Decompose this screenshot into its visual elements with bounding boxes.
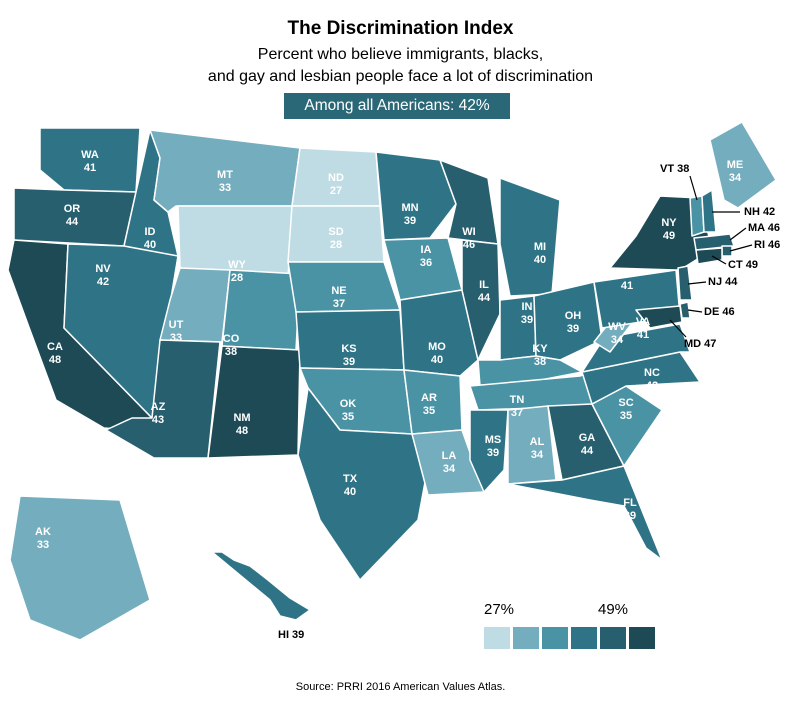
state-mo — [399, 289, 479, 377]
state-oh — [533, 281, 603, 361]
state-label-mt: MT 33 — [217, 169, 233, 194]
callout-label-ma: MA 46 — [748, 222, 780, 234]
state-label-sc: SC 35 — [618, 397, 633, 422]
state-label-nv: NV 42 — [95, 263, 111, 288]
state-mn — [375, 151, 457, 241]
state-label-ga: GA 44 — [579, 432, 596, 457]
state-az — [105, 339, 221, 459]
state-label-ms: MS 39 — [485, 434, 502, 459]
state-label-in: IN 39 — [521, 301, 533, 326]
state-label-id: ID 40 — [144, 226, 156, 251]
state-label-al: AL 34 — [530, 436, 545, 461]
overall-badge: Among all Americans: 42% — [284, 93, 510, 119]
callout-line-ri — [729, 244, 753, 252]
subtitle-line-2: and gay and lesbian people face a lot of… — [207, 68, 594, 85]
state-labels: WA 41 OR 44 CA 48 ID 40 NV 42 MT 33 WY 28 UT 33 AZ 43 CO 38… — [35, 149, 780, 641]
state-label-ok: OK 35 — [340, 398, 357, 423]
callout-line-ct — [711, 255, 727, 265]
state-nh — [701, 189, 717, 233]
state-hi — [211, 551, 311, 621]
state-label-oh: OH 39 — [565, 310, 582, 335]
state-label-nd: ND 27 — [328, 172, 344, 197]
state-label-tx: TX 40 — [343, 473, 358, 498]
state-il — [461, 239, 501, 361]
map-subtitle: Percent who believe immigrants, blacks, … — [0, 44, 801, 88]
state-ak — [9, 495, 151, 641]
state-label-mn: MN 39 — [401, 202, 418, 227]
callout-lines — [669, 175, 753, 338]
callout-line-de — [687, 309, 703, 313]
state-mi — [499, 177, 561, 297]
state-label-co: CO 38 — [223, 333, 240, 358]
legend-swatch-3 — [542, 627, 568, 649]
state-fl — [507, 465, 663, 561]
state-label-nm: NM 48 — [233, 412, 250, 437]
state-label-ak: AK 33 — [35, 526, 51, 551]
callout-label-md: MD 47 — [684, 338, 716, 350]
state-nm — [207, 345, 301, 459]
subtitle-line-1: Percent who believe immigrants, blacks, — [257, 46, 544, 63]
state-md — [635, 305, 683, 329]
state-label-fl: FL 39 — [623, 497, 637, 522]
state-label-ny: NY 49 — [661, 217, 677, 242]
state-label-mi: MI 40 — [534, 241, 546, 266]
callout-line-md — [669, 319, 687, 338]
state-label-nc: NC 42 — [644, 367, 660, 392]
state-label-ar: AR 35 — [421, 392, 437, 417]
state-me — [709, 121, 777, 209]
state-ct — [695, 247, 723, 265]
state-nj — [677, 265, 693, 301]
state-label-wv: WV 34 — [608, 321, 626, 346]
legend-swatch-5 — [600, 627, 626, 649]
state-label-wa: WA 41 — [81, 149, 99, 174]
callout-label-ct: CT 49 — [728, 259, 758, 271]
state-label-ky: KY 38 — [532, 343, 548, 368]
map-title: The Discrimination Index — [287, 18, 514, 39]
state-label-az: AZ 43 — [151, 401, 166, 426]
legend-swatches — [484, 627, 655, 649]
callout-label-de: DE 46 — [704, 306, 735, 318]
state-label-la: LA 34 — [442, 450, 457, 475]
legend-swatch-4 — [571, 627, 597, 649]
callout-label-nj: NJ 44 — [708, 276, 738, 288]
callout-line-ma — [729, 227, 747, 241]
state-label-ia: IA 36 — [420, 244, 432, 269]
state-label-il: IL 44 — [478, 279, 491, 304]
state-label-va: VA 41 — [636, 316, 651, 341]
state-shapes — [7, 121, 777, 641]
state-label-ca: CA 48 — [47, 341, 63, 366]
state-ms — [469, 409, 509, 493]
state-label-ut: UT 33 — [169, 319, 184, 344]
legend-low-label: 27% — [484, 601, 515, 618]
state-label-wi: WI 46 — [462, 226, 475, 251]
state-label-wy: WY 28 — [228, 259, 246, 284]
state-label-tn: TN 37 — [510, 394, 525, 419]
state-label-mo: MO 40 — [428, 341, 446, 366]
legend-high-label: 49% — [598, 601, 629, 618]
callout-line-vt — [689, 175, 698, 201]
callout-line-nj — [687, 281, 707, 285]
callout-label-nh: NH 42 — [744, 206, 775, 218]
state-label-me: ME 34 — [727, 159, 744, 184]
state-label-sd: SD 28 — [328, 226, 343, 251]
state-label-pa: PA 41 — [620, 267, 635, 292]
state-label-ks: KS 39 — [341, 343, 356, 368]
legend-swatch-6 — [629, 627, 655, 649]
state-label-or: OR 44 — [64, 203, 81, 228]
state-label-ne: NE 37 — [331, 285, 346, 310]
legend-swatch-2 — [513, 627, 539, 649]
callout-label-ri: RI 46 — [754, 239, 780, 251]
source-note: Source: PRRI 2016 American Values Atlas. — [295, 681, 506, 693]
callout-label-hi: HI 39 — [278, 629, 304, 641]
legend-swatch-1 — [484, 627, 510, 649]
callout-label-vt: VT 38 — [660, 163, 689, 175]
